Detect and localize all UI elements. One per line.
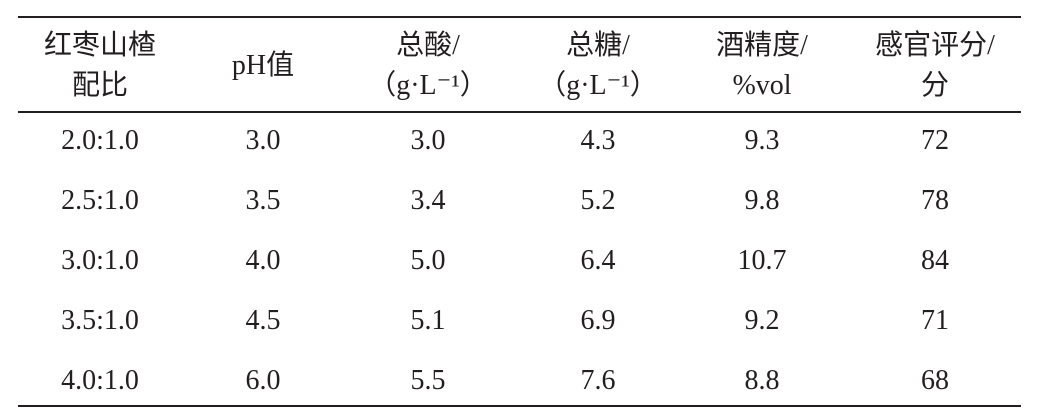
table-cell: 6.4	[580, 245, 616, 276]
table-cell: 6.0	[245, 365, 281, 396]
table-cell: 3.0	[410, 125, 446, 156]
header-rule	[18, 111, 1021, 113]
table-cell: 4.5	[245, 305, 281, 336]
table-cell: 3.0:1.0	[61, 245, 139, 276]
table-cell: 9.3	[744, 125, 780, 156]
header-cell: pH值	[231, 50, 295, 81]
header-cell: （g·L⁻¹）	[538, 70, 658, 101]
table-cell: 3.4	[410, 185, 446, 216]
table-cell: 72	[921, 125, 949, 156]
table-cell: 78	[921, 185, 949, 216]
table-cell: 71	[921, 305, 949, 336]
table-cell: 4.3	[580, 125, 616, 156]
table-cell: 2.0:1.0	[61, 125, 139, 156]
header-cell: （g·L⁻¹）	[368, 70, 488, 101]
header-cell: %vol	[732, 70, 792, 101]
header-cell: 配比	[71, 70, 129, 101]
bottom-rule	[18, 405, 1021, 407]
header-cell: 总糖/	[566, 30, 630, 61]
header-cell: 分	[920, 70, 950, 101]
header-cell: 感官评分/	[875, 30, 995, 61]
table-cell: 7.6	[580, 365, 616, 396]
table-cell: 5.2	[580, 185, 616, 216]
table-cell: 8.8	[744, 365, 780, 396]
table-cell: 5.1	[410, 305, 446, 336]
table-cell: 84	[921, 245, 949, 276]
table-cell: 10.7	[737, 245, 787, 276]
top-rule	[18, 16, 1021, 18]
table-cell: 3.5	[245, 185, 281, 216]
table-cell: 5.0	[410, 245, 446, 276]
table-cell: 4.0:1.0	[61, 365, 139, 396]
table-cell: 5.5	[410, 365, 446, 396]
table-cell: 68	[921, 365, 949, 396]
table-cell: 3.0	[245, 125, 281, 156]
header-cell: 酒精度/	[716, 30, 808, 61]
table-cell: 2.5:1.0	[61, 185, 139, 216]
header-cell: 总酸/	[396, 30, 460, 61]
header-cell: 红枣山楂	[43, 30, 157, 61]
table-cell: 9.8	[744, 185, 780, 216]
table-cell: 6.9	[580, 305, 616, 336]
table-cell: 4.0	[245, 245, 281, 276]
table-cell: 3.5:1.0	[61, 305, 139, 336]
table-cell: 9.2	[744, 305, 780, 336]
